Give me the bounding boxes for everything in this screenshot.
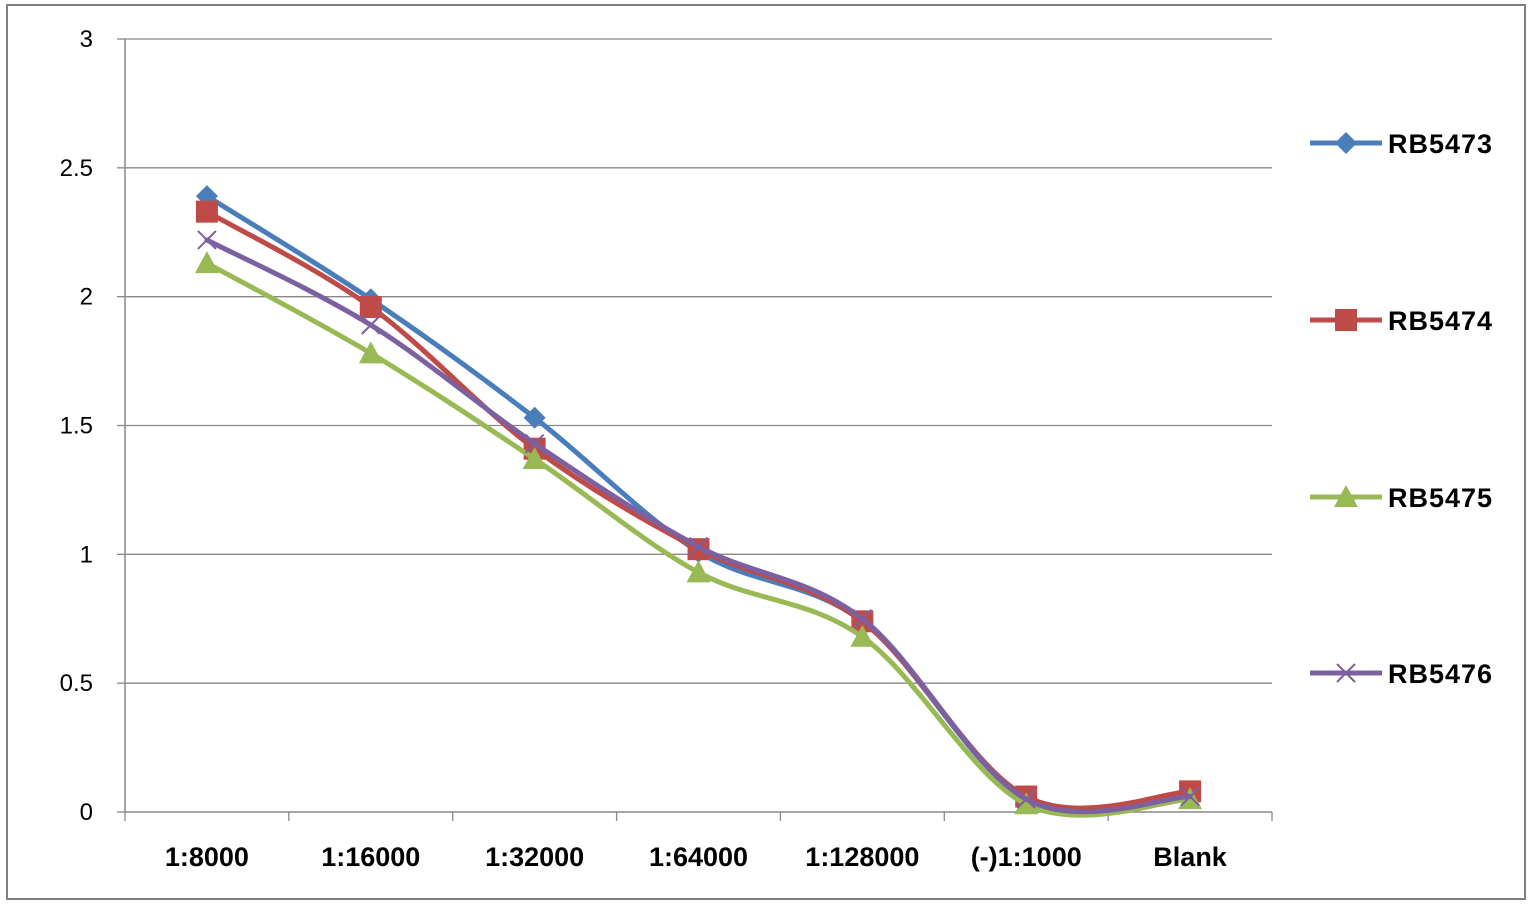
data-point <box>523 406 546 429</box>
chart-frame <box>6 4 1526 900</box>
legend-label: RB5475 <box>1388 483 1493 513</box>
data-point <box>524 433 545 454</box>
x-tick-label: 1:8000 <box>165 842 249 872</box>
data-point <box>850 624 875 647</box>
x-axis-ticks: 1:8000 1:16000 1:32000 1:64000 1:128000 (-)1:… <box>165 842 1228 872</box>
legend-item-rb5475: RB5475 <box>1310 483 1493 513</box>
data-point <box>686 560 711 583</box>
data-point <box>358 341 383 364</box>
y-tick-label: 1 <box>80 541 93 568</box>
y-tick-label: 3 <box>80 26 93 53</box>
series-rb5475 <box>194 251 1203 818</box>
data-point <box>194 251 219 274</box>
series-line <box>204 209 1193 811</box>
x-tick-label: 1:64000 <box>649 842 748 872</box>
axes <box>117 38 1273 821</box>
x-tick-label: Blank <box>1153 842 1228 872</box>
data-point <box>852 609 873 629</box>
series-group <box>194 185 1203 818</box>
x-tick-label: 1:16000 <box>321 842 420 872</box>
data-point <box>195 200 218 223</box>
legend-marker <box>1334 485 1358 507</box>
y-axis-ticks: 0 0.5 1 1.5 2 2.5 3 <box>60 26 93 826</box>
y-tick-label: 2 <box>80 284 93 311</box>
legend-item-rb5473: RB5473 <box>1310 129 1493 159</box>
series-rb5474 <box>195 200 1202 811</box>
legend: RB5473 RB5474 RB5475 RB5476 <box>1310 129 1493 689</box>
series-line <box>204 193 1193 814</box>
y-tick-label: 1.5 <box>60 413 93 440</box>
data-point <box>688 536 709 557</box>
legend-item-rb5474: RB5474 <box>1310 306 1493 336</box>
x-tick-label: 1:128000 <box>805 842 919 872</box>
x-tick-label: 1:32000 <box>485 842 584 872</box>
series-rb5473 <box>195 185 1202 814</box>
legend-item-rb5476: RB5476 <box>1310 659 1493 689</box>
legend-marker <box>1336 663 1356 683</box>
data-point <box>522 446 547 469</box>
legend-label: RB5473 <box>1388 129 1493 159</box>
y-tick-label: 0 <box>80 799 93 826</box>
gridlines <box>125 38 1272 684</box>
data-point <box>361 315 381 335</box>
legend-marker <box>1335 309 1357 331</box>
data-point <box>1180 786 1200 807</box>
x-tick-label: (-)1:1000 <box>971 842 1082 872</box>
legend-marker <box>1335 132 1357 154</box>
series-rb5476 <box>197 230 1200 815</box>
data-point <box>197 230 217 250</box>
data-point <box>1016 789 1036 809</box>
legend-label: RB5474 <box>1388 306 1493 336</box>
data-point <box>359 295 382 318</box>
y-tick-label: 2.5 <box>60 155 93 182</box>
y-tick-label: 0.5 <box>60 670 93 697</box>
series-line <box>204 237 1193 815</box>
legend-label: RB5476 <box>1388 659 1493 689</box>
data-point <box>1014 792 1039 815</box>
